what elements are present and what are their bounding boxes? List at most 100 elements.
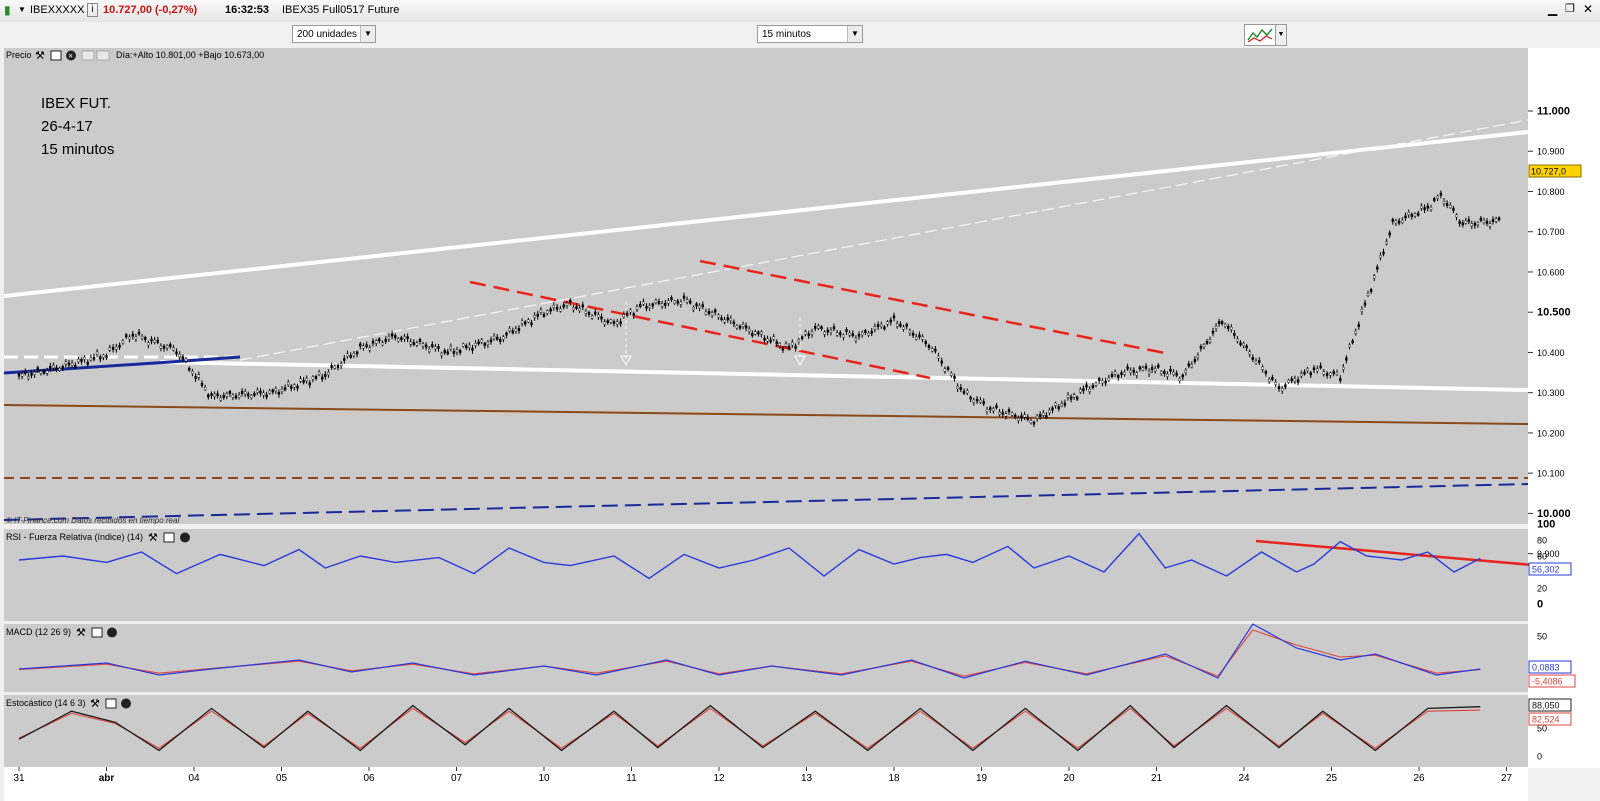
wrench-icon[interactable]: ⚒ [90,698,100,710]
restore-icon[interactable]: ❐ [1565,3,1575,15]
stoch-series [18,704,1481,752]
candle [247,393,250,397]
blue-dashed-line [3,483,1529,521]
candle [985,409,989,412]
candle [274,388,277,392]
candle [336,365,340,368]
panel-nav-icon[interactable] [96,50,110,61]
price-panel[interactable] [4,48,1528,524]
candle [1455,214,1458,218]
candle [899,323,902,327]
candle [738,325,742,329]
chevron-down-icon[interactable]: ▼ [847,26,862,42]
candle [1388,232,1391,236]
wrench-icon[interactable]: ⚒ [76,627,86,639]
candle [1001,411,1004,415]
candle [156,339,160,343]
x-tick-label: 18 [888,773,900,784]
chart-area[interactable]: 31 abr 04 05 06 07 10 11 12 13 18 19 20 21 24 25 26 27 11.… [0,48,1600,801]
close-icon[interactable]: ✕ [1583,2,1594,16]
rsi-series [18,532,1481,580]
candle [1280,388,1284,392]
maximize-panel-icon[interactable] [163,532,175,543]
dropdown-arrow-icon[interactable]: ▼ [18,5,26,14]
close-panel-icon[interactable] [121,698,131,709]
candle [1335,372,1339,375]
chevron-down-icon[interactable]: ▼ [360,26,375,42]
wrench-icon[interactable]: ⚒ [35,50,45,62]
x-tick-label: 21 [1151,773,1163,784]
close-panel-icon[interactable] [66,50,76,61]
candle [1233,333,1236,336]
candle [455,349,459,353]
candle [277,391,281,395]
interval-select[interactable]: 15 minutos ▼ [757,25,863,43]
candle [375,340,378,344]
candle [657,300,661,304]
maximize-panel-icon[interactable] [50,50,62,61]
candle [505,332,508,336]
candle [1332,371,1335,374]
candle [520,320,524,324]
candle [701,304,704,308]
stoch-panel[interactable] [4,695,1528,767]
red-channel-upper [699,259,1171,356]
candle [820,326,823,330]
candle [64,361,68,365]
candle [839,332,842,336]
maximize-panel-icon[interactable] [105,698,117,709]
candlestick-icon[interactable]: ▮ [4,3,11,17]
candle [1397,220,1401,224]
y-tick-label: 50 [1537,632,1547,642]
candle [1433,198,1436,202]
units-select[interactable]: 200 unidades ▼ [292,25,376,43]
candle [92,356,96,360]
candle [603,321,606,325]
candle [121,340,125,344]
candle [1394,220,1398,224]
y-tick-label: 60 [1537,552,1547,562]
candle [265,394,268,398]
candle [1017,418,1020,421]
candle [1458,220,1461,224]
candle [1290,378,1293,382]
price-panel-tools[interactable]: ⚒ × [35,50,110,62]
rsi-panel[interactable] [4,529,1528,621]
candle [1439,192,1443,196]
info-icon[interactable]: i [87,3,98,17]
wrench-icon[interactable]: ⚒ [148,532,158,544]
y-tick-label: 100 [1537,519,1555,531]
candle [197,374,201,378]
candle [225,393,229,397]
candle [150,338,153,342]
candle [704,311,708,315]
candle [1144,365,1148,369]
candle [30,372,33,376]
candle [1461,222,1465,226]
chart-type-dropdown[interactable]: ▼ [1275,24,1287,46]
candle [219,397,222,401]
candle [483,343,486,346]
close-panel-icon[interactable] [107,627,117,638]
candle [873,326,877,330]
candle [440,352,443,356]
candle [829,330,833,333]
candle [1485,220,1489,224]
stoch-k-label: 88,050 [1532,701,1560,711]
candle [1117,374,1120,378]
symbol-label[interactable]: IBEXXXXX [30,4,85,16]
candle [1391,218,1395,222]
close-panel-icon[interactable] [180,532,190,543]
candle [1132,369,1136,373]
candle [1208,339,1212,343]
candle [165,345,169,349]
panel-nav-icon[interactable] [81,50,95,61]
chart-type-button[interactable] [1244,24,1276,46]
x-tick-label: 06 [363,773,375,784]
candle [102,354,105,358]
maximize-panel-icon[interactable] [91,627,103,638]
candle [1230,326,1233,330]
minimize-icon[interactable]: ▁ [1548,2,1558,16]
candle [1296,379,1300,383]
macd-panel[interactable] [4,624,1528,692]
